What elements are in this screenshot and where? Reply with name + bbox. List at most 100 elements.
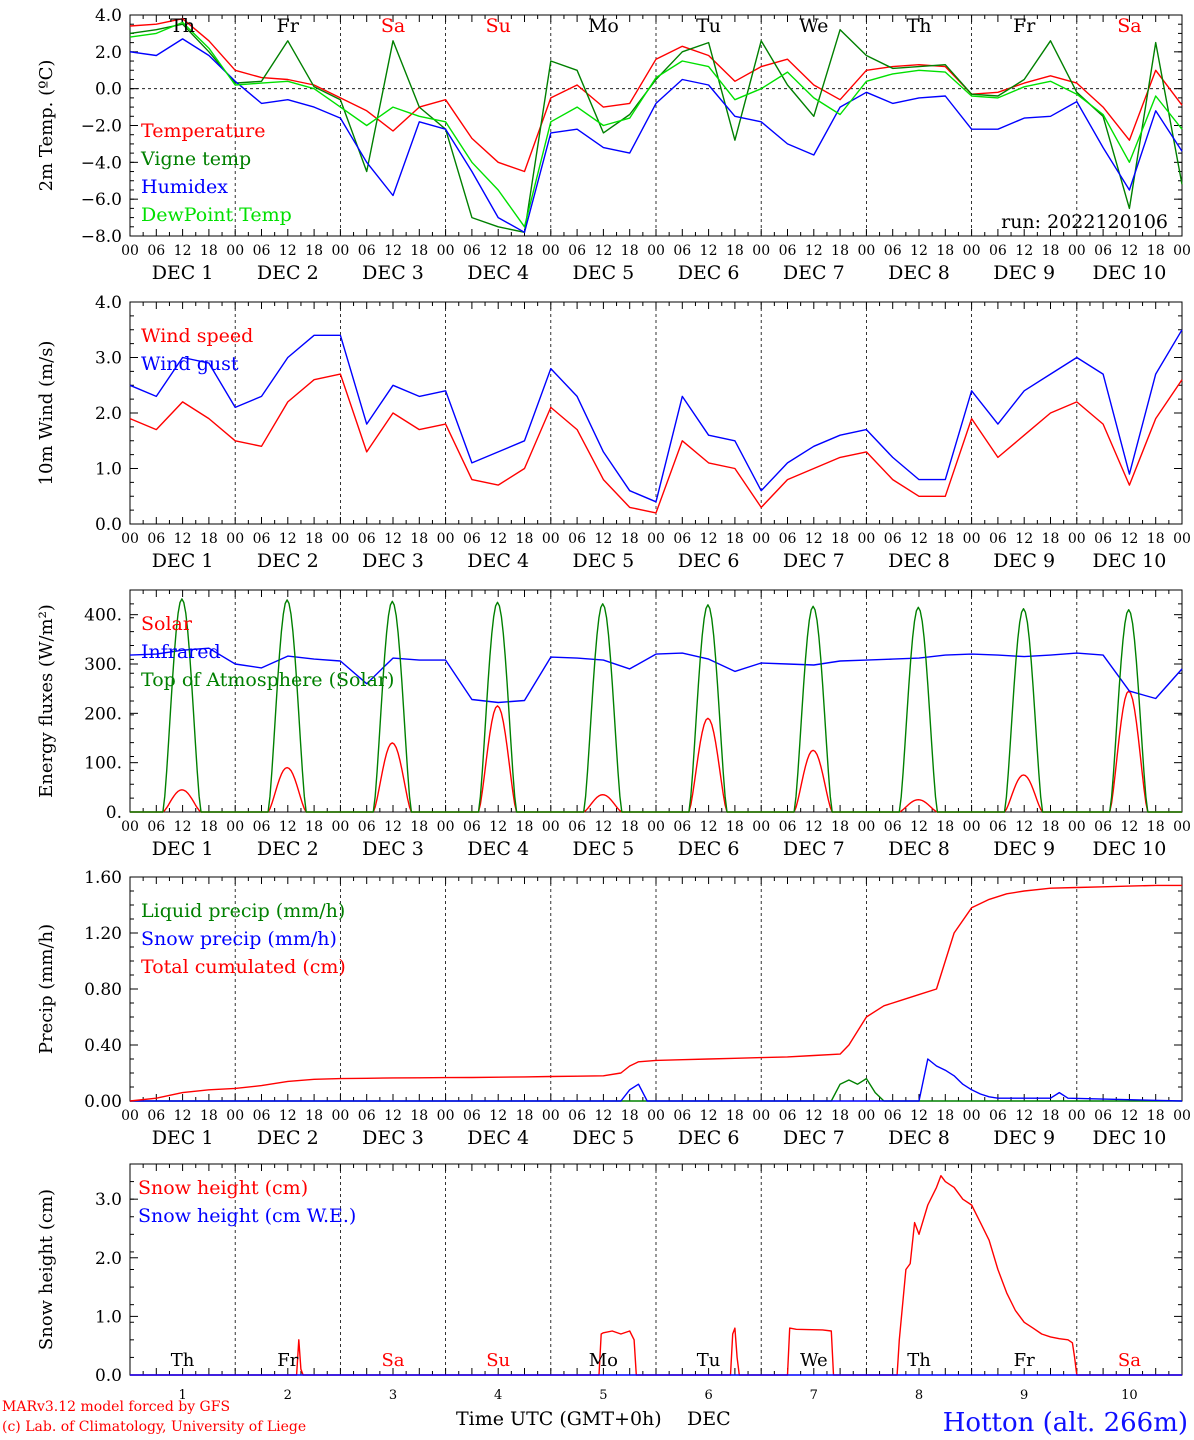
date-label: DEC 6 <box>678 262 740 284</box>
legend-entry: Top of Atmosphere (Solar) <box>141 669 394 691</box>
series-line-2-2 <box>129 329 1183 503</box>
y-tick-label: 100. <box>84 754 122 774</box>
hour-tick-label: 00 <box>647 531 665 547</box>
date-label: DEC 2 <box>257 550 319 572</box>
hour-tick-label: 06 <box>147 819 165 835</box>
hour-tick-label: 00 <box>121 243 139 259</box>
legend-entry: Wind speed <box>141 325 253 347</box>
hour-tick-label: 12 <box>910 1108 928 1124</box>
date-label: DEC 3 <box>362 550 424 572</box>
y-tick-label: 1.20 <box>84 924 122 944</box>
hour-tick-label: 06 <box>568 531 586 547</box>
hour-tick-label: 12 <box>700 243 718 259</box>
hour-tick-label: 12 <box>489 531 507 547</box>
hour-tick-label: 00 <box>437 1108 455 1124</box>
hour-tick-label: 00 <box>857 243 875 259</box>
hour-tick-label: 12 <box>594 1108 612 1124</box>
hour-tick-label: 00 <box>121 531 139 547</box>
hour-tick-label: 18 <box>200 531 218 547</box>
weekday-label: Mo <box>588 15 619 37</box>
hour-tick-label: 12 <box>279 1108 297 1124</box>
hour-tick-label: 18 <box>1147 531 1165 547</box>
hour-tick-label: 18 <box>1042 1108 1060 1124</box>
hour-tick-label: 18 <box>1147 1108 1165 1124</box>
date-label: DEC 9 <box>993 1127 1055 1149</box>
hour-tick-label: 18 <box>305 243 323 259</box>
day-number-label: 2 <box>284 1388 292 1403</box>
hour-tick-label: 18 <box>1042 243 1060 259</box>
legend-entry: Snow precip (mm/h) <box>141 928 337 950</box>
weekday-label: Th <box>907 1350 931 1371</box>
hour-tick-label: 00 <box>121 1108 139 1124</box>
hour-tick-label: 06 <box>779 531 797 547</box>
legend-entry: Temperature <box>141 120 265 142</box>
hour-tick-label: 06 <box>253 243 271 259</box>
hour-tick-label: 06 <box>989 531 1007 547</box>
weekday-label: Sa <box>1117 15 1141 37</box>
hour-tick-label: 06 <box>1094 1108 1112 1124</box>
hour-tick-label: 12 <box>700 1108 718 1124</box>
y-tick-label: 4.0 <box>95 6 122 26</box>
hour-tick-label: 18 <box>516 1108 534 1124</box>
hour-tick-label: 06 <box>253 531 271 547</box>
hour-tick-label: 18 <box>410 243 428 259</box>
hour-tick-label: 00 <box>437 531 455 547</box>
y-tick-label: 1.60 <box>84 868 122 888</box>
hour-tick-label: 12 <box>1120 243 1138 259</box>
hour-tick-label: 06 <box>779 819 797 835</box>
hour-tick-label: 00 <box>963 1108 981 1124</box>
weekday-label: Tu <box>696 15 721 37</box>
y-tick-label: 3.0 <box>95 349 122 369</box>
hour-tick-label: 00 <box>963 819 981 835</box>
hour-tick-label: 18 <box>831 1108 849 1124</box>
hour-tick-label: 00 <box>542 243 560 259</box>
series-line-1-3 <box>129 38 1183 234</box>
day-number-label: 7 <box>810 1388 818 1403</box>
date-label: DEC 6 <box>678 550 740 572</box>
hour-tick-label: 12 <box>594 243 612 259</box>
chart-panel-1: 4.0 2.0 0.0 −2.0 −4.0 −6.0 −8.0 2m Temp. (ºC) 00… <box>36 6 1191 284</box>
hour-tick-label: 18 <box>1147 243 1165 259</box>
hour-tick-label: 00 <box>647 1108 665 1124</box>
day-number-label: 3 <box>389 1388 397 1403</box>
hour-tick-label: 06 <box>989 819 1007 835</box>
hour-tick-label: 06 <box>884 819 902 835</box>
hour-tick-label: 12 <box>174 1108 192 1124</box>
y-tick-label: 0.40 <box>84 1036 122 1056</box>
hour-tick-label: 06 <box>358 819 376 835</box>
legend-entry: Solar <box>141 613 193 635</box>
series-line-3-1 <box>130 690 1182 813</box>
y-tick-label: 0.00 <box>84 1092 122 1112</box>
station-label: Hotton (alt. 266m) <box>942 1408 1188 1438</box>
date-label: DEC 10 <box>1092 838 1166 860</box>
hour-tick-label: 00 <box>542 531 560 547</box>
hour-tick-label: 12 <box>594 531 612 547</box>
model-credit: MARv3.12 model forced by GFS <box>2 1399 231 1415</box>
y-tick-label: 300. <box>84 655 122 675</box>
hour-tick-label: 18 <box>831 819 849 835</box>
hour-tick-label: 00 <box>331 819 349 835</box>
hour-tick-label: 00 <box>1173 1108 1191 1124</box>
hour-tick-label: 18 <box>410 819 428 835</box>
hour-tick-label: 18 <box>621 243 639 259</box>
date-label: DEC 6 <box>678 1127 740 1149</box>
hour-tick-label: 18 <box>200 819 218 835</box>
hour-tick-label: 18 <box>1042 531 1060 547</box>
hour-tick-label: 06 <box>253 1108 271 1124</box>
date-label: DEC 7 <box>783 550 845 572</box>
hour-tick-label: 18 <box>200 1108 218 1124</box>
weekday-label: We <box>799 15 828 37</box>
hour-tick-label: 12 <box>1120 531 1138 547</box>
hour-tick-label: 00 <box>226 531 244 547</box>
hour-tick-label: 00 <box>542 819 560 835</box>
weekday-label: Sa <box>381 15 405 37</box>
hour-tick-label: 18 <box>726 819 744 835</box>
weekday-label: Fr <box>277 1350 298 1371</box>
hour-tick-label: 18 <box>621 531 639 547</box>
hour-tick-label: 12 <box>1120 1108 1138 1124</box>
date-label: DEC 4 <box>467 550 529 572</box>
date-label: DEC 1 <box>152 550 214 572</box>
date-label: DEC 1 <box>152 262 214 284</box>
legend-entry: Liquid precip (mm/h) <box>141 900 345 922</box>
